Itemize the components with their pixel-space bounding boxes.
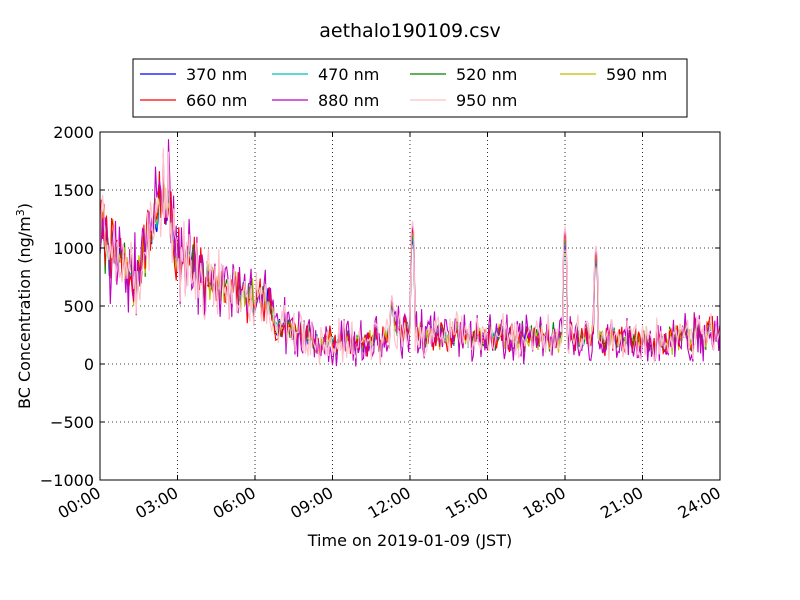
legend-label: 370 nm	[186, 65, 247, 84]
y-tick-label: −1000	[40, 471, 94, 490]
plot-area	[100, 139, 720, 367]
axis-ticks	[99, 131, 721, 481]
x-axis-label: Time on 2019-01-09 (JST)	[307, 531, 512, 550]
y-tick-label: 1500	[53, 181, 94, 200]
y-tick-label: 500	[63, 297, 94, 316]
y-tick-label: 2000	[53, 123, 94, 142]
chart-title: aethalo190109.csv	[319, 20, 501, 42]
grid	[100, 132, 720, 480]
y-axis-label: BC Concentration (ng/m3)	[14, 203, 34, 409]
y-axis-label-main: BC Concentration (ng/m	[15, 216, 34, 409]
series-lines	[100, 139, 720, 367]
legend-box	[132, 58, 688, 118]
legend-label: 520 nm	[456, 65, 517, 84]
y-axis-label-close: )	[15, 203, 34, 209]
legend-label: 880 nm	[318, 91, 379, 110]
y-tick-label: 1000	[53, 239, 94, 258]
legend-label: 470 nm	[318, 65, 379, 84]
series-line	[100, 147, 720, 365]
y-tick-label: −500	[50, 413, 94, 432]
legend-label: 660 nm	[186, 91, 247, 110]
y-tick-label: 0	[84, 355, 94, 374]
y-tick-labels: 2000 1500 1000 500 0 −500 −1000	[40, 123, 94, 490]
legend-label: 950 nm	[456, 91, 517, 110]
legend: 370 nm 470 nm 520 nm 590 nm 660 nm 880 nm 950 …	[132, 58, 688, 118]
legend-label: 590 nm	[606, 65, 667, 84]
y-axis-label-superscript: 3	[14, 209, 27, 216]
legend-items: 370 nm 470 nm 520 nm 590 nm 660 nm 880 nm 950 …	[140, 65, 667, 110]
